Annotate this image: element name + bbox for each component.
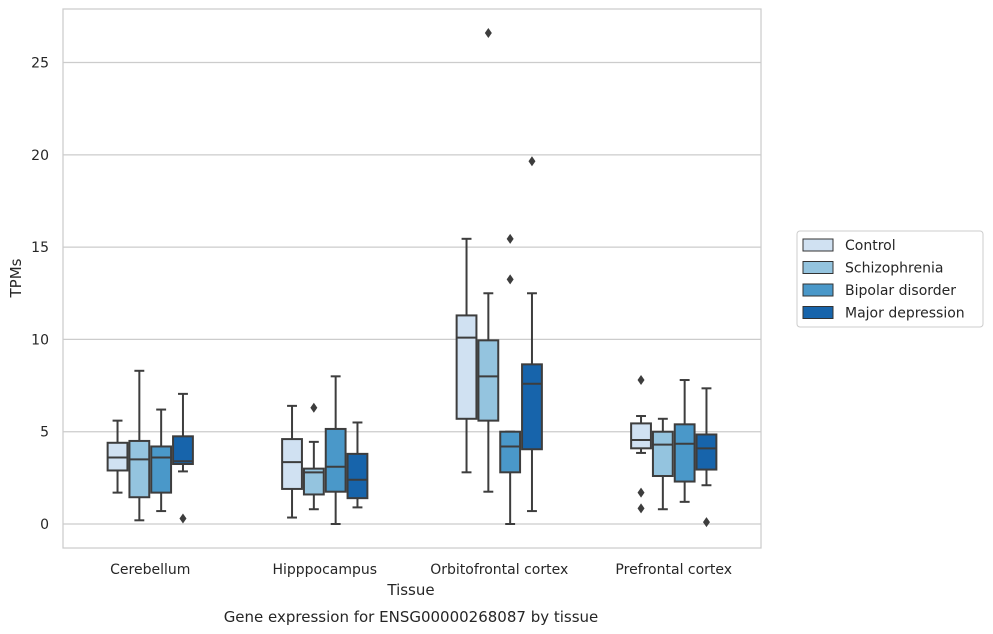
grid-lines: [63, 61, 761, 525]
x-tick-label: Orbitofrontal cortex: [430, 562, 568, 578]
legend-label: Control: [845, 238, 896, 254]
box-iqr: [455, 314, 478, 420]
x-tick-labels: Cerebellum Hipppocampus Orbitofrontal cort…: [110, 562, 732, 578]
box-iqr: [521, 363, 543, 451]
box-control: [455, 237, 478, 474]
box-schizophrenia: [477, 27, 500, 493]
box-control: [106, 419, 129, 494]
box-iqr: [695, 433, 718, 471]
legend-frame: [796, 230, 984, 328]
box-bipolar-disorder: [324, 375, 347, 526]
x-tick-label: Prefrontal cortex: [615, 562, 732, 578]
outlier-point: [506, 233, 514, 244]
chart-caption: Gene expression for ENSG00000268087 by t…: [224, 608, 599, 626]
legend-label: Major depression: [845, 306, 965, 322]
box-iqr: [651, 430, 674, 478]
box-major-depression: [695, 387, 718, 528]
legend-swatch: [802, 261, 834, 274]
y-tick-label: 25: [31, 56, 49, 72]
box-iqr: [150, 445, 173, 494]
legend-label: Bipolar disorder: [845, 283, 956, 299]
x-axis-label: Tissue: [386, 581, 434, 599]
outlier-point: [528, 156, 536, 167]
x-tick-label: Hipppocampus: [272, 562, 377, 578]
y-tick-label: 5: [40, 425, 49, 441]
box-bipolar-disorder: [499, 233, 522, 526]
y-tick-label: 0: [40, 517, 49, 533]
box-series: [106, 27, 718, 528]
box-iqr: [281, 438, 303, 490]
box-iqr: [172, 435, 194, 466]
box-bipolar-disorder: [673, 379, 696, 503]
box-iqr: [673, 423, 696, 483]
box-iqr: [346, 452, 369, 500]
outlier-point: [310, 402, 318, 413]
box-iqr: [324, 427, 347, 493]
x-tick-label: Cerebellum: [110, 562, 190, 578]
y-axis-label: TPMs: [7, 258, 25, 298]
y-tick-labels: 0 5 10 15 20 25: [31, 56, 49, 533]
legend-swatch: [802, 283, 834, 297]
legend-label: Schizophrenia: [845, 261, 943, 277]
outlier-point: [702, 517, 710, 528]
outlier-point: [506, 274, 514, 285]
outlier-point: [637, 375, 645, 386]
box-iqr: [630, 422, 652, 450]
box-major-depression: [346, 421, 369, 509]
box-iqr: [302, 467, 325, 496]
box-schizophrenia: [302, 402, 325, 511]
outlier-point: [637, 487, 645, 498]
box-major-depression: [172, 392, 194, 524]
box-bipolar-disorder: [150, 408, 173, 513]
legend-swatch: [802, 238, 834, 252]
box-iqr: [499, 430, 522, 474]
y-tick-label: 15: [31, 240, 49, 256]
box-schizophrenia: [651, 417, 674, 511]
legend: Control Schizophrenia Bipolar disorder Majo…: [796, 230, 984, 328]
legend-swatch: [802, 306, 834, 319]
box-control: [281, 404, 303, 519]
box-major-depression: [521, 156, 543, 513]
box-schizophrenia: [128, 369, 151, 522]
y-tick-label: 20: [31, 148, 49, 164]
box-iqr: [128, 439, 151, 499]
outlier-point: [484, 27, 492, 38]
outlier-point: [179, 513, 187, 524]
plot-frame: [62, 8, 762, 549]
y-tick-label: 10: [31, 332, 49, 348]
box-iqr: [477, 339, 500, 422]
outlier-point: [637, 503, 645, 514]
box-control: [630, 375, 652, 514]
